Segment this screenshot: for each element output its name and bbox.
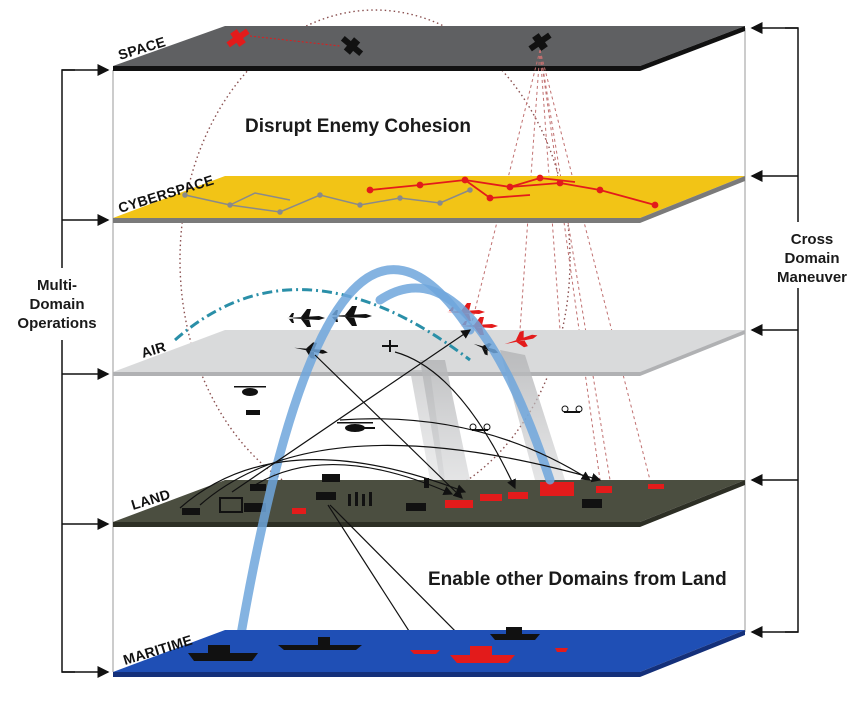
friendly-ships — [188, 627, 540, 661]
soldiers-icon — [348, 492, 372, 506]
launcher-icon — [480, 494, 502, 501]
jet-icon — [287, 309, 325, 327]
truck-icon — [244, 503, 266, 512]
top-caption: Disrupt Enemy Cohesion — [245, 116, 471, 137]
enemy-network — [366, 174, 659, 209]
enemy-ground-units — [292, 482, 664, 514]
vehicle-icon — [246, 410, 260, 415]
ship-icon — [450, 646, 515, 663]
ship-icon — [278, 637, 362, 650]
friendly-network — [182, 187, 473, 215]
satellite-downlinks — [469, 49, 651, 481]
cyberspace-plane: CYBERSPACE — [113, 172, 745, 223]
tank-icon — [182, 508, 200, 515]
jet-icon — [504, 330, 538, 348]
helicopter-icon — [234, 386, 266, 396]
building-icon — [540, 482, 574, 496]
air-plane-surface — [113, 330, 745, 372]
launcher-icon — [445, 500, 473, 508]
space-plane: SPACE — [113, 26, 745, 71]
right-bracket — [750, 22, 799, 638]
right-bracket-line: Maneuver — [777, 269, 847, 286]
right-bracket-line: Domain — [784, 250, 839, 267]
satellite-icon — [340, 35, 364, 57]
tank-icon — [292, 508, 306, 514]
ship-icon — [410, 650, 440, 654]
left-bracket-line: Operations — [17, 315, 96, 332]
ship-icon — [490, 627, 540, 640]
left-bracket — [61, 64, 110, 678]
tank-icon — [596, 486, 612, 493]
building-icon — [219, 497, 243, 513]
satellite-icon — [528, 32, 552, 52]
truck-icon — [250, 484, 266, 491]
cohesion-ellipse — [179, 9, 571, 511]
land-plane: LAND — [113, 474, 745, 527]
maritime-plane: MARITIME — [113, 627, 745, 677]
fires-arrows — [179, 329, 602, 649]
tank-icon — [406, 503, 426, 511]
left-bracket-line: Multi- — [37, 277, 77, 294]
long-range-fires-arc — [375, 283, 555, 485]
uav-icon — [382, 340, 398, 352]
vehicle-icon — [648, 484, 664, 489]
enemy-ships — [410, 646, 568, 663]
long-range-fires-arc — [235, 265, 475, 645]
space-plane-surface — [113, 26, 745, 66]
jet-icon — [330, 306, 372, 326]
cyberspace-plane-surface — [113, 176, 745, 218]
right-bracket-line: Cross — [791, 231, 834, 248]
helicopter-icon — [337, 422, 375, 432]
left-bracket-label: Multi- Domain Operations — [17, 277, 96, 332]
truck-icon — [582, 499, 602, 508]
truck-icon — [322, 474, 340, 482]
ship-icon — [555, 648, 568, 652]
satellite-icon — [226, 28, 250, 48]
air-label: AIR — [139, 338, 168, 361]
bottom-caption: Enable other Domains from Land — [428, 569, 727, 590]
right-bracket-label: Cross Domain Maneuver — [777, 231, 847, 286]
ship-icon — [188, 645, 258, 661]
friendly-ground-units — [182, 474, 602, 515]
uav-icon — [561, 405, 583, 413]
launcher-icon — [508, 492, 528, 499]
left-bracket-line: Domain — [29, 296, 84, 313]
air-defense-arc — [174, 288, 471, 362]
launcher-icon — [316, 492, 336, 500]
